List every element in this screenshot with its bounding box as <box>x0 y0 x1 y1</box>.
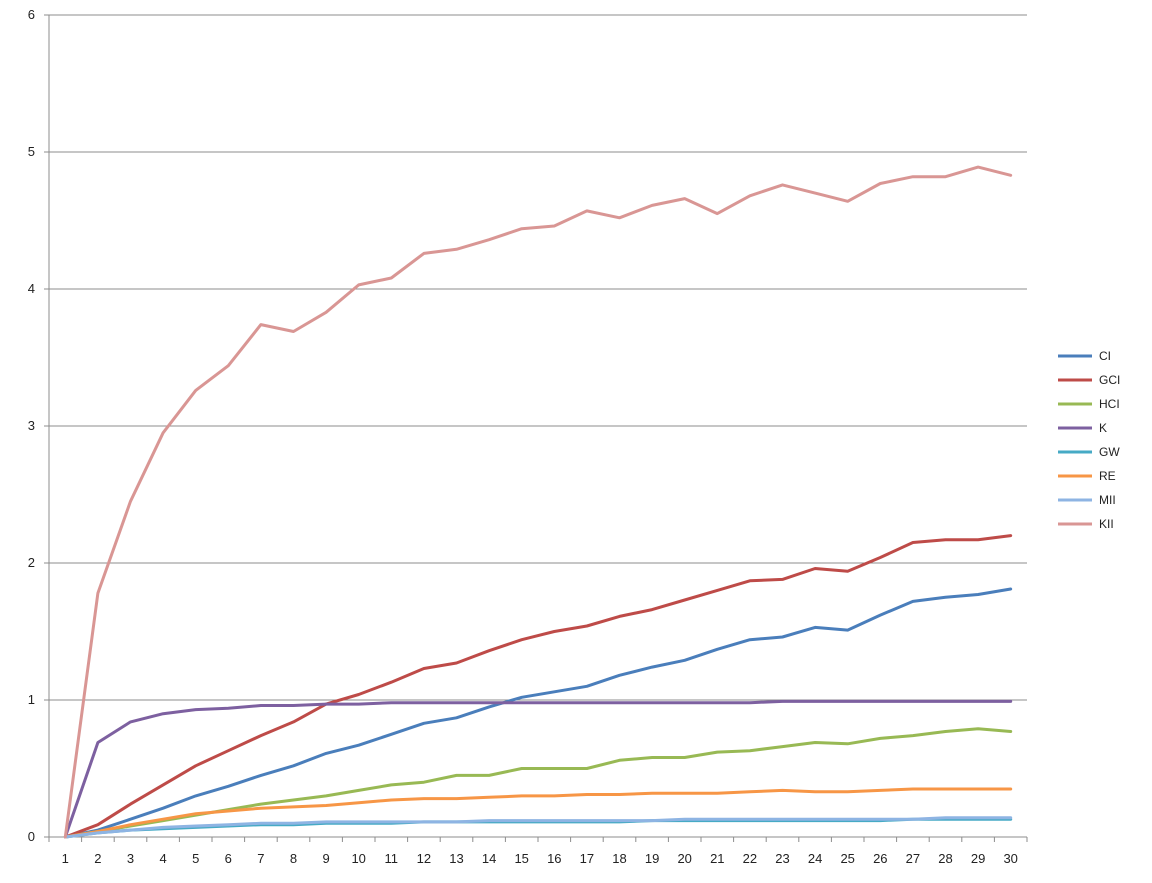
x-tick-label: 22 <box>743 851 757 866</box>
legend: CI GCI HCI K GW RE MII KII <box>1058 349 1120 531</box>
y-tick-label: 6 <box>28 7 35 22</box>
legend-label-gci: GCI <box>1099 373 1120 387</box>
x-tick-label: 23 <box>775 851 789 866</box>
x-tick-label: 27 <box>906 851 920 866</box>
x-tick-label: 21 <box>710 851 724 866</box>
series-line-mii <box>63 816 1013 839</box>
x-tick-label: 6 <box>225 851 232 866</box>
x-tick-label: 13 <box>449 851 463 866</box>
y-tick-label: 0 <box>28 829 35 844</box>
x-tick-label: 11 <box>385 851 399 866</box>
y-tick-label: 1 <box>28 692 35 707</box>
x-tick-label: 16 <box>547 851 561 866</box>
legend-label-mii: MII <box>1099 493 1116 507</box>
y-tick-label: 3 <box>28 418 35 433</box>
x-tick-label: 28 <box>938 851 952 866</box>
legend-label-gw: GW <box>1099 445 1120 459</box>
y-axis: 0 1 2 3 4 5 6 <box>28 7 50 844</box>
legend-label-k: K <box>1099 421 1107 435</box>
y-tick-label: 2 <box>28 555 35 570</box>
series-line-ci <box>63 587 1013 839</box>
series-line-gci <box>63 534 1013 839</box>
x-tick-label: 14 <box>482 851 496 866</box>
x-tick-label: 7 <box>257 851 264 866</box>
legend-label-re: RE <box>1099 469 1116 483</box>
legend-label-kii: KII <box>1099 517 1114 531</box>
x-tick-label: 29 <box>971 851 985 866</box>
x-tick-label: 26 <box>873 851 887 866</box>
y-tick-label: 5 <box>28 144 35 159</box>
x-tick-label: 17 <box>580 851 594 866</box>
legend-label-ci: CI <box>1099 349 1111 363</box>
x-tick-label: 1 <box>62 851 69 866</box>
series-line-kii <box>63 165 1013 839</box>
x-tick-label: 24 <box>808 851 822 866</box>
x-tick-label: 19 <box>645 851 659 866</box>
x-tick-label: 18 <box>612 851 626 866</box>
x-axis: 1 2 3 4 5 6 7 8 9 10 11 12 13 14 15 16 17 18 19 20 21 22 23 24 2… <box>48 836 1028 866</box>
x-tick-label: 15 <box>514 851 528 866</box>
x-tick-label: 25 <box>840 851 854 866</box>
x-tick-label: 3 <box>127 851 134 866</box>
x-tick-label: 12 <box>417 851 431 866</box>
x-tick-label: 9 <box>322 851 329 866</box>
series-lines <box>63 165 1013 839</box>
x-tick-label: 10 <box>351 851 365 866</box>
x-tick-label: 20 <box>677 851 691 866</box>
legend-label-hci: HCI <box>1099 397 1120 411</box>
x-tick-label: 30 <box>1003 851 1017 866</box>
y-tick-label: 4 <box>28 281 35 296</box>
x-tick-label: 2 <box>94 851 101 866</box>
series-line-k <box>63 699 1013 839</box>
x-tick-label: 5 <box>192 851 199 866</box>
series-line-re <box>63 787 1013 839</box>
x-tick-label: 4 <box>159 851 166 866</box>
x-tick-label: 8 <box>290 851 297 866</box>
